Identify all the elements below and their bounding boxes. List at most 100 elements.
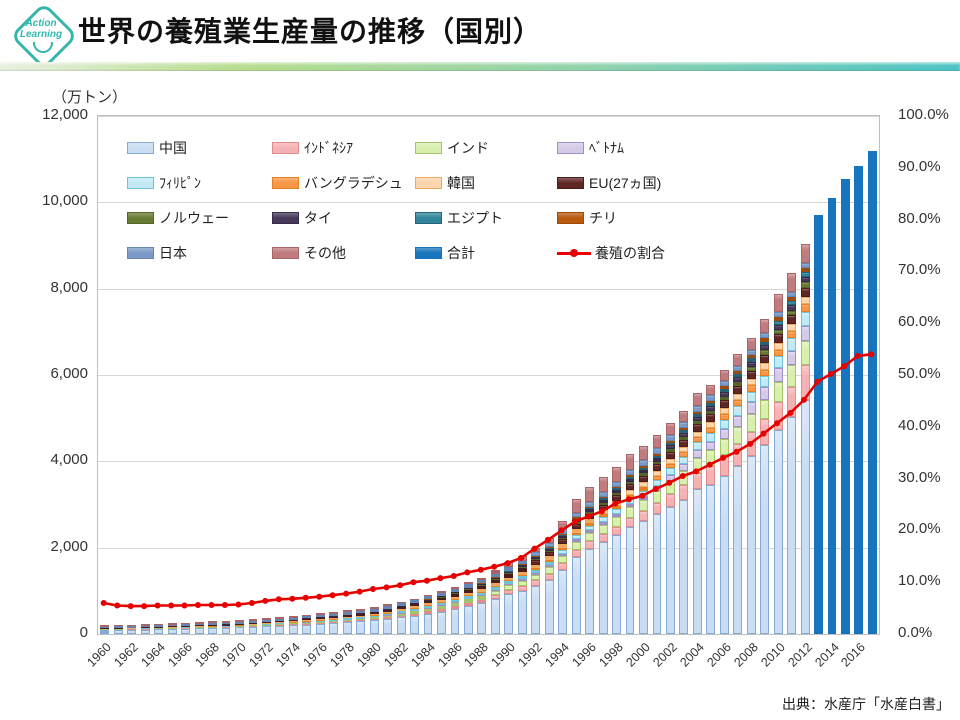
bar-segment-china (369, 620, 379, 634)
bar-segment-indonesia (383, 617, 393, 619)
bar-segment-india (585, 532, 595, 542)
bar-segment-india (356, 618, 366, 621)
bar-segment-others (154, 623, 164, 626)
bar-segment-korea (692, 431, 702, 438)
bar-segment-japan (746, 349, 756, 356)
bar-segment-philippines (665, 468, 675, 476)
legend-swatch-icon (127, 212, 154, 224)
bar-segment-korea (773, 342, 783, 350)
bar-segment-japan (208, 623, 218, 625)
bar-segment-eu27 (679, 439, 689, 447)
bar-1987 (463, 582, 473, 634)
bar-segment-china (262, 626, 271, 634)
bar-segment-eu27 (167, 626, 177, 628)
bar-segment-bangladesh (504, 580, 514, 582)
bar-segment-india (517, 580, 527, 586)
bar-segment-norway (463, 589, 473, 590)
bar-segment-india (221, 626, 231, 628)
bar-segment-others (302, 614, 312, 617)
legend-item-bangladesh: バングラデシュ (272, 174, 403, 192)
ratio-line-marker (450, 573, 457, 579)
bar-segment-china (679, 499, 689, 634)
bar-segment-eu27 (127, 627, 137, 629)
bar-1989 (490, 569, 500, 634)
bar-segment-japan (787, 292, 797, 298)
legend-swatch-icon (272, 142, 299, 154)
bar-segment-philippines (558, 549, 568, 554)
bar-segment-china (288, 625, 298, 634)
ratio-line-marker (747, 440, 754, 447)
bar-segment-india (639, 500, 648, 512)
ratio-line-marker (504, 560, 511, 567)
bar-segment-bangladesh (396, 610, 406, 612)
ratio-line-marker (208, 602, 215, 608)
bar-segment-indonesia (639, 511, 648, 521)
bar-segment-eu27 (773, 334, 783, 343)
ratio-line-marker (639, 492, 646, 499)
bar-1963 (140, 624, 150, 634)
bar-segment-vietnam (463, 598, 473, 600)
bar-segment-china (248, 626, 258, 634)
bar-segment-others (248, 618, 258, 621)
right-axis-tick: 40.0% (898, 416, 941, 434)
bar-segment-india (504, 585, 514, 590)
bar-segment-china (585, 548, 595, 634)
bar-1967 (194, 622, 204, 634)
bar-segment-korea (544, 556, 554, 560)
bar-segment-thailand (383, 609, 393, 610)
left-axis-tick: 10,000 (42, 192, 88, 210)
logo-text: Action Learning (19, 18, 63, 40)
ratio-line-marker (383, 584, 390, 591)
bar-segment-japan (396, 603, 406, 607)
bar-segment-korea (275, 622, 285, 624)
bar-segment-others (585, 487, 595, 502)
bar-segment-bangladesh (558, 547, 568, 550)
ratio-line-marker (679, 473, 686, 479)
legend-item-egypt: エジプト (415, 209, 503, 227)
legend-swatch-icon (127, 142, 154, 154)
bar-1977 (329, 611, 339, 634)
bar-segment-indonesia (504, 589, 514, 595)
bar-segment-eu27 (639, 475, 648, 483)
total-bar-2014 (827, 198, 837, 634)
bar-segment-philippines (477, 592, 487, 596)
bar-segment-eu27 (706, 414, 716, 422)
bar-segment-eu27 (275, 621, 285, 623)
bar-segment-egypt (719, 388, 729, 393)
bar-segment-chile (531, 556, 541, 557)
bar-1983 (410, 598, 419, 634)
bar-segment-eu27 (262, 622, 271, 624)
bar-segment-vietnam (598, 522, 608, 526)
bar-segment-others (665, 422, 675, 436)
bar-segment-japan (639, 460, 648, 466)
bar-1974 (288, 615, 298, 634)
bar-segment-egypt (787, 300, 797, 306)
ratio-line-marker (100, 600, 107, 606)
bar-2001 (652, 434, 662, 634)
bar-segment-china (746, 456, 756, 634)
bar-segment-eu27 (477, 585, 487, 589)
bar-segment-indonesia (463, 602, 473, 607)
bar-1993 (544, 537, 554, 634)
bar-segment-eu27 (288, 620, 298, 622)
bar-segment-norway (504, 573, 514, 574)
bar-segment-korea (288, 621, 298, 623)
bar-segment-thailand (639, 469, 648, 474)
bar-segment-thailand (787, 305, 797, 311)
bar-segment-eu27 (302, 618, 312, 621)
right-axis-tick: 50.0% (898, 365, 941, 382)
bar-segment-others (342, 610, 352, 613)
ratio-line (103, 353, 872, 608)
bar-segment-china (410, 615, 419, 634)
bar-segment-others (194, 622, 204, 624)
ratio-line-marker (666, 479, 673, 486)
bar-segment-china (504, 594, 514, 634)
gridline (98, 461, 879, 463)
bar-segment-indonesia (410, 613, 419, 616)
bar-segment-indonesia (733, 444, 743, 467)
bar-segment-indonesia (612, 527, 621, 536)
bar-segment-egypt (639, 467, 648, 470)
bar-segment-korea (490, 583, 500, 587)
bar-segment-indonesia (625, 517, 635, 527)
ratio-line-marker (356, 588, 363, 595)
